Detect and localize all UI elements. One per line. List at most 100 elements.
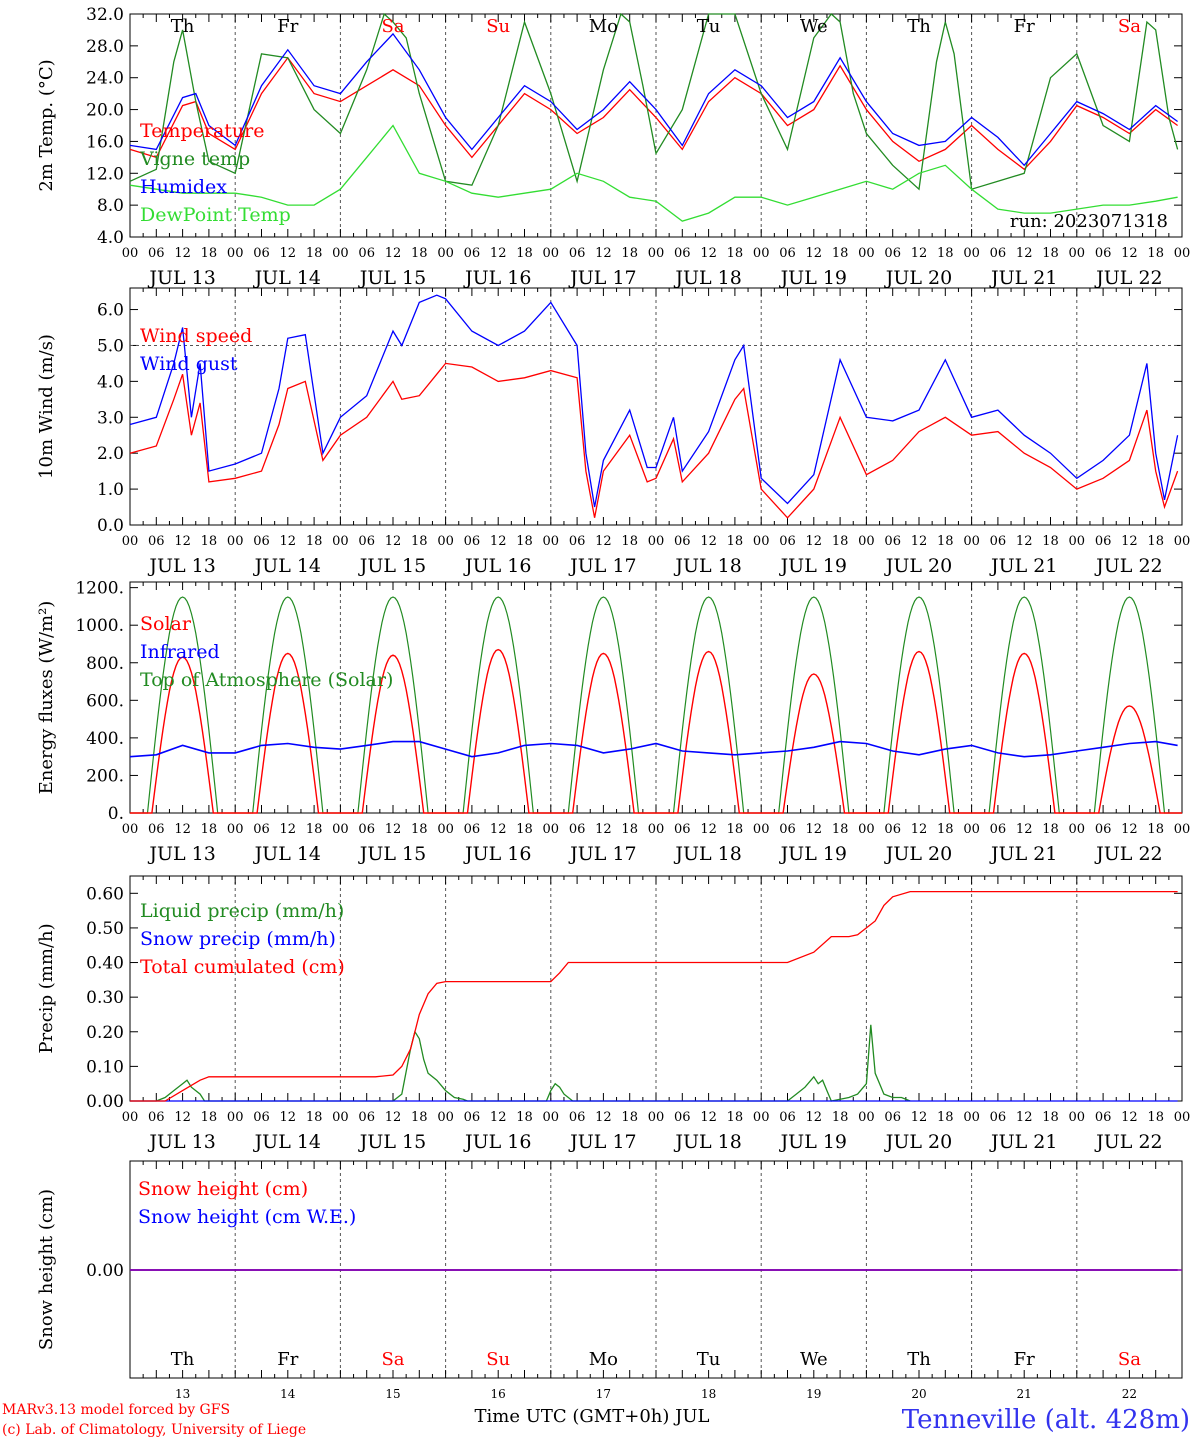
wind-date-label: JUL 20 bbox=[884, 555, 952, 577]
wind-hour-label: 06 bbox=[990, 534, 1007, 549]
precip-ytick-label: 0.20 bbox=[86, 1023, 124, 1043]
precip-date-label: JUL 17 bbox=[568, 1131, 636, 1153]
energy-ytick-label: 200. bbox=[86, 766, 124, 786]
precip-hour-label: 06 bbox=[674, 1110, 691, 1125]
temperature-hour-label: 00 bbox=[1174, 246, 1191, 261]
temperature-hour-label: 06 bbox=[464, 246, 481, 261]
precip-ytick-label: 0.00 bbox=[86, 1092, 124, 1112]
energy-hour-label: 06 bbox=[569, 822, 586, 837]
energy-hour-label: 00 bbox=[1174, 822, 1191, 837]
precip-hour-label: 12 bbox=[806, 1110, 823, 1125]
energy-hour-label: 00 bbox=[122, 822, 139, 837]
temperature-weekday-label: Su bbox=[486, 16, 510, 37]
wind-hour-label: 00 bbox=[1174, 534, 1191, 549]
temperature-date-label: JUL 13 bbox=[147, 267, 215, 289]
precip-date-label: JUL 15 bbox=[358, 1131, 426, 1153]
wind-hour-label: 18 bbox=[832, 534, 849, 549]
wind-hour-label: 12 bbox=[174, 534, 191, 549]
energy-hour-label: 18 bbox=[727, 822, 744, 837]
precip-hour-label: 18 bbox=[516, 1110, 533, 1125]
wind-hour-label: 06 bbox=[779, 534, 796, 549]
wind-date-label: JUL 19 bbox=[779, 555, 847, 577]
temperature-hour-label: 06 bbox=[779, 246, 796, 261]
temperature-weekday-label: Fr bbox=[277, 16, 298, 37]
solar-line bbox=[130, 648, 1182, 814]
energy-hour-label: 12 bbox=[280, 822, 297, 837]
energy-date-label: JUL 17 bbox=[568, 843, 636, 865]
temperature-hour-label: 06 bbox=[884, 246, 901, 261]
wind-ytick-label: 2.0 bbox=[97, 444, 124, 464]
temperature-hour-label: 12 bbox=[280, 246, 297, 261]
precip-hour-label: 18 bbox=[1147, 1110, 1164, 1125]
wind-hour-label: 12 bbox=[385, 534, 402, 549]
precip-date-label: JUL 19 bbox=[779, 1131, 847, 1153]
precip-hour-label: 00 bbox=[122, 1110, 139, 1125]
wind-hour-label: 18 bbox=[1042, 534, 1059, 549]
temperature-date-label: JUL 20 bbox=[884, 267, 952, 289]
energy-date-label: JUL 13 bbox=[147, 843, 215, 865]
wind-hour-label: 00 bbox=[122, 534, 139, 549]
temperature-legend-entry: Temperature bbox=[140, 120, 264, 142]
snow-weekday-label: We bbox=[800, 1349, 828, 1370]
precip-date-label: JUL 14 bbox=[253, 1131, 321, 1153]
wind-hour-label: 00 bbox=[753, 534, 770, 549]
temperature-hour-label: 00 bbox=[858, 246, 875, 261]
energy-hour-label: 12 bbox=[490, 822, 507, 837]
precip-hour-label: 00 bbox=[858, 1110, 875, 1125]
precip-hour-label: 18 bbox=[201, 1110, 218, 1125]
temperature-legend-entry: Humidex bbox=[140, 176, 227, 198]
wind-ytick-label: 5.0 bbox=[97, 336, 124, 356]
station-title: Tenneville (alt. 428m) bbox=[902, 1405, 1190, 1435]
temperature-weekday-label: We bbox=[800, 16, 828, 37]
temperature-hour-label: 00 bbox=[753, 246, 770, 261]
day-number-label: 17 bbox=[596, 1387, 611, 1401]
temperature-hour-label: 06 bbox=[1095, 246, 1112, 261]
energy-hour-label: 00 bbox=[437, 822, 454, 837]
temperature-hour-label: 06 bbox=[569, 246, 586, 261]
energy-hour-label: 06 bbox=[990, 822, 1007, 837]
temperature-date-label: JUL 16 bbox=[463, 267, 531, 289]
temperature-hour-label: 06 bbox=[674, 246, 691, 261]
energy-hour-label: 00 bbox=[753, 822, 770, 837]
precip-ytick-label: 0.40 bbox=[86, 954, 124, 974]
temperature-hour-label: 00 bbox=[648, 246, 665, 261]
precip-hour-label: 00 bbox=[753, 1110, 770, 1125]
energy-date-label: JUL 16 bbox=[463, 843, 531, 865]
precip-legend-entry: Total cumulated (cm) bbox=[140, 956, 345, 978]
temperature-hour-label: 06 bbox=[253, 246, 270, 261]
energy-hour-label: 06 bbox=[464, 822, 481, 837]
wind-date-label: JUL 16 bbox=[463, 555, 531, 577]
wind-hour-label: 18 bbox=[306, 534, 323, 549]
precip-hour-label: 06 bbox=[884, 1110, 901, 1125]
energy-hour-label: 12 bbox=[595, 822, 612, 837]
temperature-line bbox=[129, 56, 1178, 171]
energy-hour-label: 00 bbox=[1069, 822, 1086, 837]
temperature-hour-label: 18 bbox=[516, 246, 533, 261]
energy-hour-label: 06 bbox=[674, 822, 691, 837]
wind-ytick-label: 4.0 bbox=[97, 372, 124, 392]
wind-speed-line bbox=[129, 362, 1179, 519]
temperature-hour-label: 18 bbox=[306, 246, 323, 261]
wind-hour-label: 06 bbox=[358, 534, 375, 549]
wind-hour-label: 18 bbox=[937, 534, 954, 549]
day-number-label: 18 bbox=[701, 1387, 716, 1401]
energy-hour-label: 18 bbox=[621, 822, 638, 837]
snow-panel: 0.00 Snow height (cm) Snow height (cm) Snow… bbox=[36, 1160, 1183, 1401]
precip-hour-label: 06 bbox=[1095, 1110, 1112, 1125]
precip-ytick-label: 0.30 bbox=[86, 988, 124, 1008]
precip-hour-label: 12 bbox=[1121, 1110, 1138, 1125]
precip-hour-label: 12 bbox=[700, 1110, 717, 1125]
temperature-hour-label: 00 bbox=[437, 246, 454, 261]
temperature-hour-label: 12 bbox=[595, 246, 612, 261]
precip-hour-label: 00 bbox=[227, 1110, 244, 1125]
precip-hour-label: 12 bbox=[280, 1110, 297, 1125]
energy-hour-label: 06 bbox=[1095, 822, 1112, 837]
energy-hour-label: 06 bbox=[779, 822, 796, 837]
wind-ytick-label: 6.0 bbox=[97, 301, 124, 321]
temperature-hour-label: 06 bbox=[990, 246, 1007, 261]
wind-date-label: JUL 17 bbox=[568, 555, 636, 577]
day-number-label: 14 bbox=[280, 1387, 296, 1401]
energy-ytick-label: 600. bbox=[86, 691, 124, 711]
temperature-date-label: JUL 15 bbox=[358, 267, 426, 289]
energy-legend-entry: Top of Atmosphere (Solar) bbox=[140, 669, 393, 691]
